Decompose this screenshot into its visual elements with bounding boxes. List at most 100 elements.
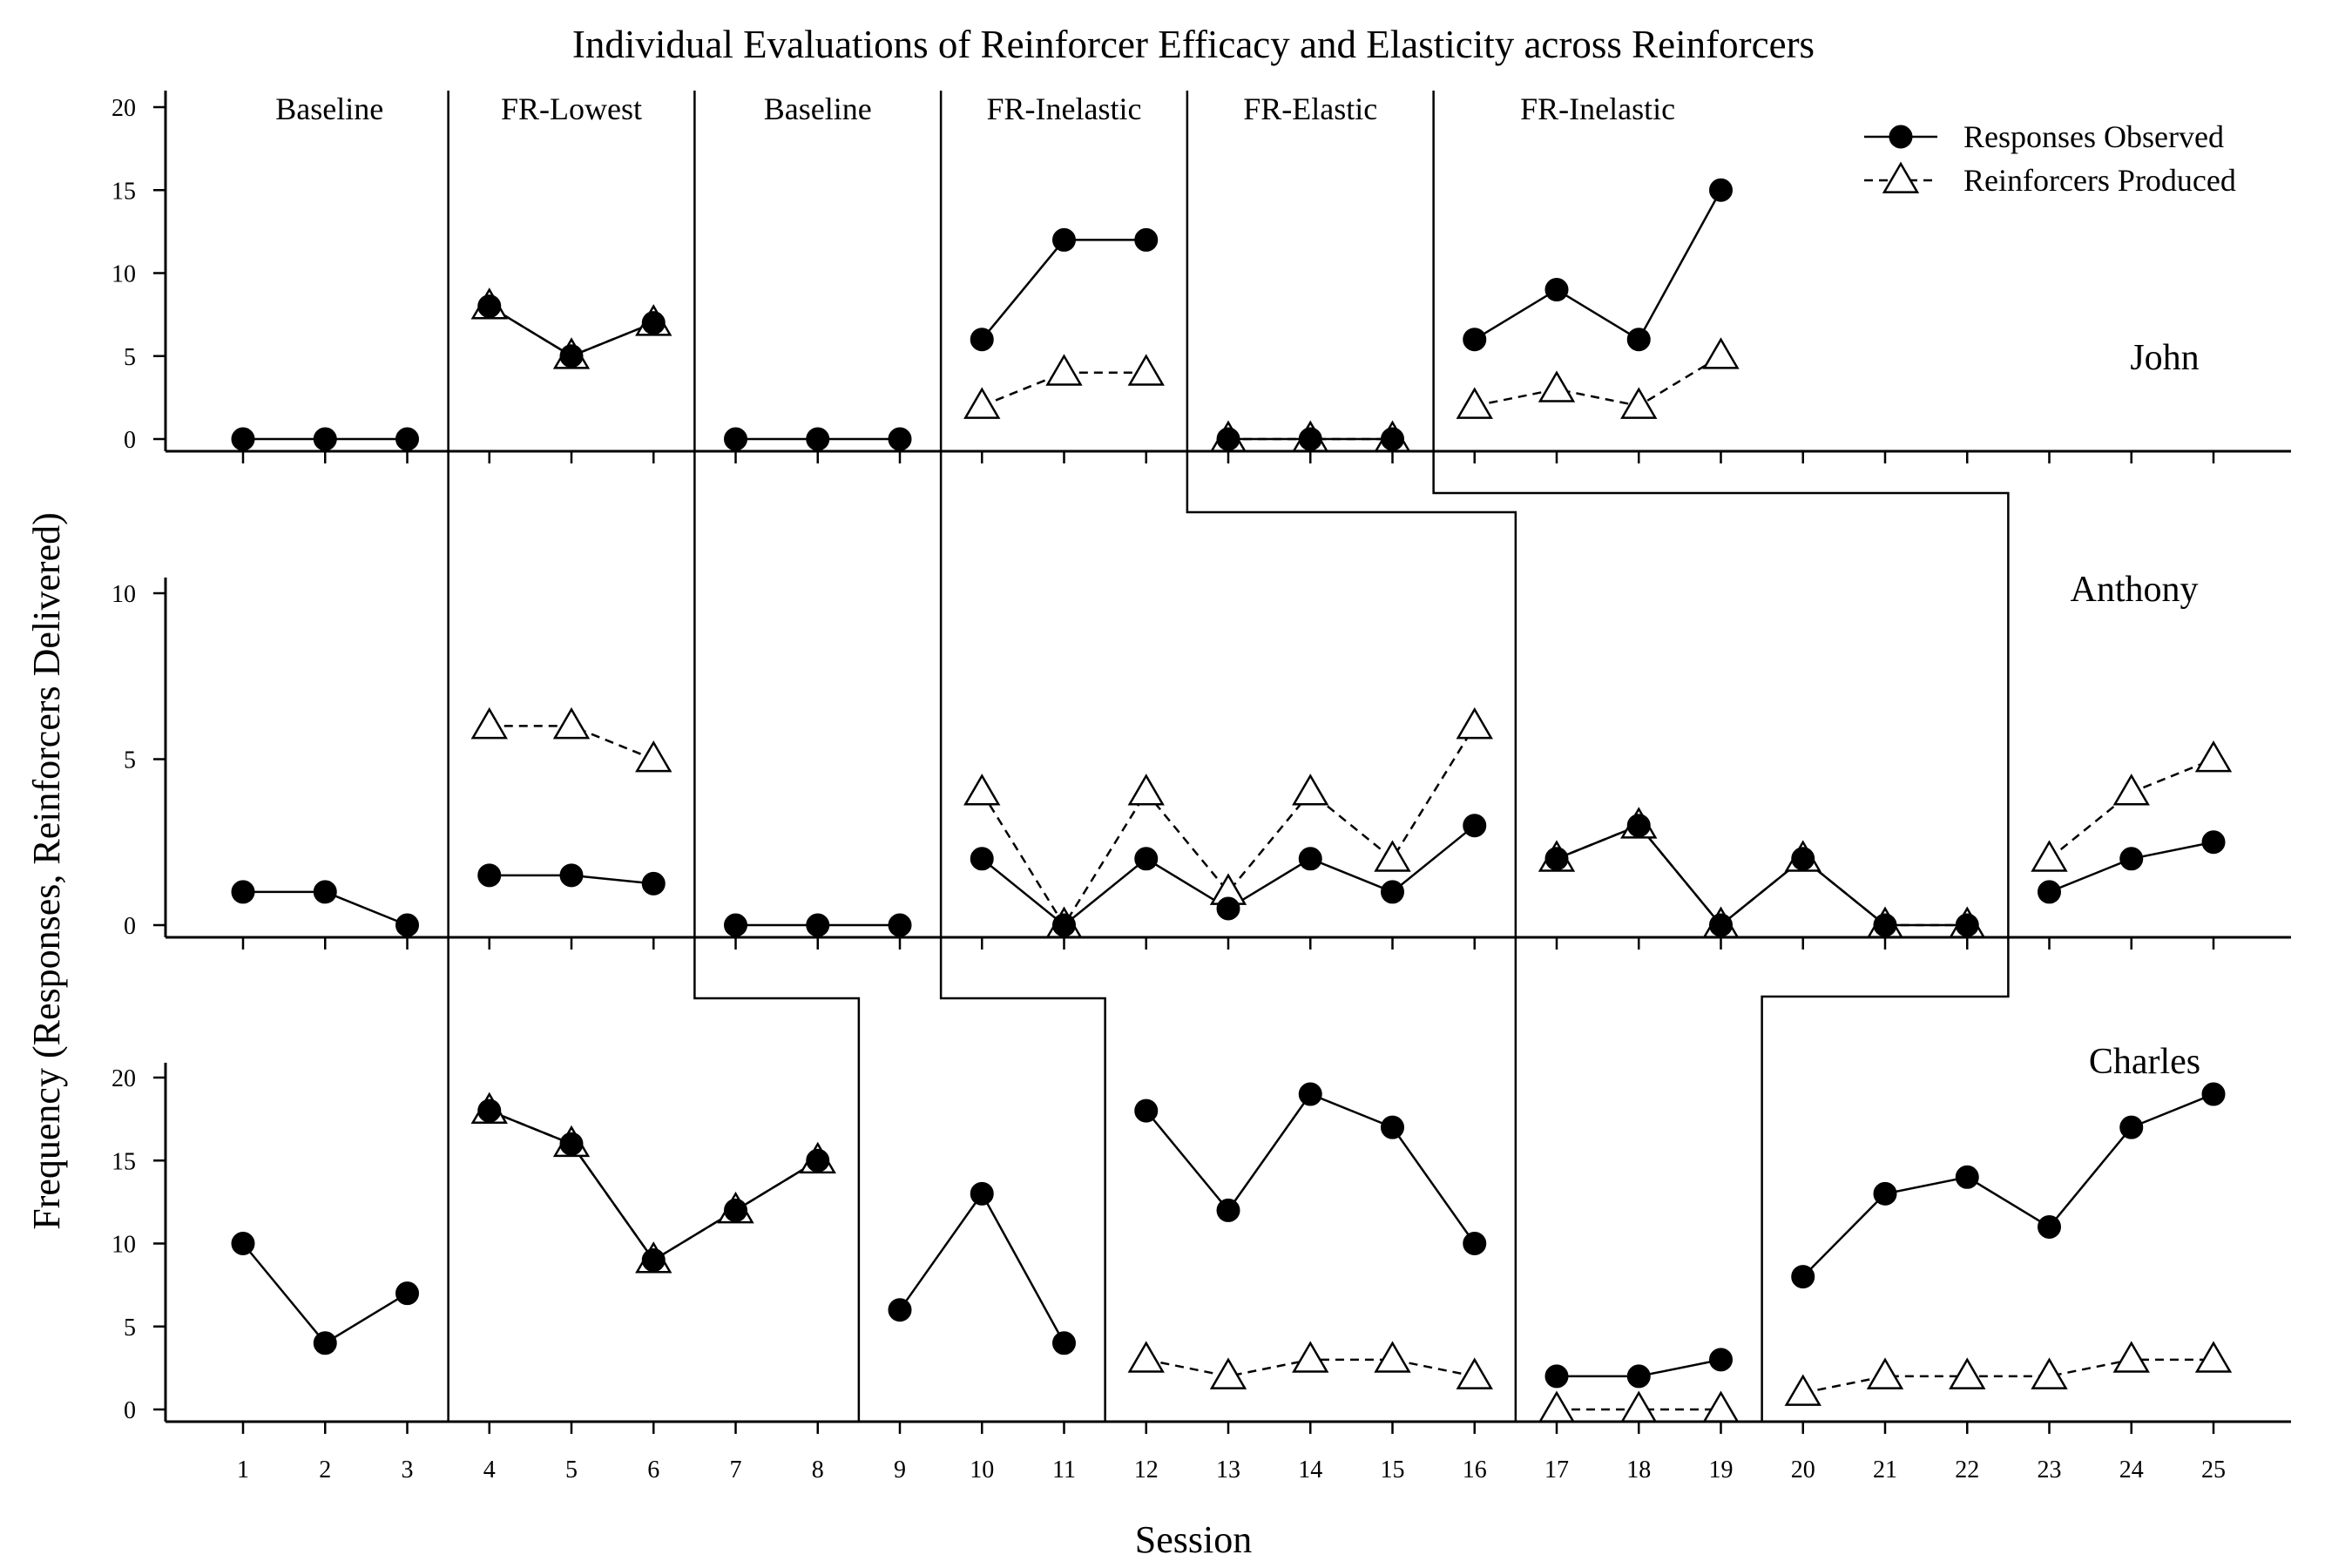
responses-point [970, 328, 994, 352]
responses-point [1709, 913, 1733, 937]
reinforcers-point [1784, 1374, 1821, 1406]
responses-point [2038, 1214, 2061, 1239]
responses-point [641, 1248, 666, 1273]
reinforcers-point [1702, 337, 1740, 369]
x-tick-label: 24 [2119, 1456, 2144, 1484]
panel-john: 0 5 10 15 20 John [112, 91, 2291, 463]
responses-point [1134, 1098, 1159, 1123]
x-tick-label: 17 [1544, 1456, 1569, 1484]
phase-label: FR-Inelastic [1520, 91, 1675, 126]
responses-line [1556, 824, 1968, 927]
x-axis-title: Session [1135, 1518, 1252, 1561]
phase-label: FR-Lowest [501, 91, 642, 126]
reinforcers-point [1620, 1390, 1658, 1423]
responses-point [1381, 1115, 1404, 1139]
reinforcers-point [1456, 387, 1493, 419]
panel-anthony: 0 5 10 Anthony [112, 570, 2291, 950]
responses-point [970, 847, 994, 871]
y-tick-label: 0 [124, 913, 136, 940]
y-tick-label: 5 [124, 344, 136, 371]
responses-point [2201, 830, 2226, 855]
x-tick-label: 19 [1709, 1456, 1734, 1484]
legend-reinforcers-marker [1882, 161, 1920, 193]
legend-responses-label: Responses Observed [1963, 119, 2224, 154]
responses-point [806, 1148, 830, 1173]
responses-point [1955, 913, 1979, 937]
phase-label: FR-Elastic [1243, 91, 1377, 126]
responses-point [231, 1232, 255, 1255]
responses-point [1463, 1232, 1487, 1255]
y-tick-label: 20 [112, 95, 136, 122]
y-tick-label: 5 [124, 747, 136, 774]
responses-point [888, 427, 912, 451]
reinforcers-point [2031, 1357, 2068, 1389]
responses-line [489, 1109, 819, 1262]
responses-point [1052, 1331, 1076, 1355]
y-tick-label: 15 [112, 1148, 136, 1175]
responses-point [1544, 1364, 1569, 1389]
responses-line [1801, 1092, 2214, 1278]
phase-change-line [939, 91, 1106, 1422]
x-tick-label: 5 [565, 1456, 578, 1484]
reinforcers-point [1866, 1357, 1904, 1389]
reinforcers-point [2112, 774, 2150, 806]
responses-point [313, 880, 337, 904]
responses-point [724, 1198, 747, 1222]
x-tick-label: 18 [1626, 1456, 1651, 1484]
x-tick-label: 16 [1463, 1456, 1487, 1484]
responses-point [1134, 847, 1159, 871]
responses-point [1626, 328, 1651, 352]
responses-point [559, 344, 584, 368]
y-tick-label: 20 [112, 1065, 136, 1092]
x-tick-label: 4 [483, 1456, 496, 1484]
reinforcers-point [963, 387, 1001, 419]
responses-point [1626, 1364, 1651, 1389]
responses-point [1052, 913, 1076, 937]
responses-point [1216, 427, 1240, 451]
responses-point [1052, 227, 1076, 252]
y-axis-title: Frequency (Responses, Reinforcers Delive… [25, 512, 68, 1230]
reinforcers-point [1292, 1341, 1329, 1373]
y-tick-label: 10 [112, 261, 136, 288]
responses-point [806, 913, 830, 937]
legend-reinforcers-label: Reinforcers Produced [1963, 163, 2236, 198]
y-tick-label: 0 [124, 427, 136, 454]
responses-line [898, 1191, 1065, 1344]
reinforcers-line [1474, 355, 1722, 408]
x-tick-label: 10 [970, 1456, 994, 1484]
x-tick-label: 15 [1381, 1456, 1405, 1484]
responses-point [1544, 847, 1569, 871]
responses-point [1709, 1348, 1733, 1372]
responses-point [1463, 328, 1487, 352]
participant-name: Anthony [2071, 570, 2199, 610]
responses-point [395, 913, 419, 937]
responses-point [231, 427, 255, 451]
x-tick-label: 1 [237, 1456, 249, 1484]
reinforcers-point [2194, 740, 2233, 773]
chart-title: Individual Evaluations of Reinforcer Eff… [572, 23, 1815, 66]
responses-point [477, 1098, 502, 1123]
reinforcers-point [1127, 354, 1165, 386]
reinforcers-point [1538, 370, 1576, 402]
reinforcers-point [1209, 1357, 1247, 1389]
responses-point [1791, 847, 1815, 871]
responses-point [231, 880, 255, 904]
reinforcers-point [1292, 774, 1329, 806]
responses-point [641, 311, 666, 335]
participant-name: Charles [2089, 1042, 2200, 1082]
responses-point [313, 1331, 337, 1355]
reinforcers-line [1556, 824, 1968, 927]
reinforcers-point [1374, 1341, 1411, 1373]
reinforcers-line [489, 1109, 819, 1262]
x-tick-label: 23 [2038, 1456, 2062, 1484]
reinforcers-point [1127, 774, 1165, 806]
reinforcers-point [1702, 1390, 1740, 1423]
responses-line [1145, 1092, 1476, 1245]
reinforcers-point [1456, 1357, 1493, 1389]
plot-area: Baseline FR-Lowest Baseline FR-Inelastic FR-… [112, 91, 2291, 1484]
responses-point [888, 1298, 912, 1322]
responses-point [1709, 178, 1733, 202]
responses-point [1463, 814, 1487, 838]
responses-point [477, 863, 502, 888]
